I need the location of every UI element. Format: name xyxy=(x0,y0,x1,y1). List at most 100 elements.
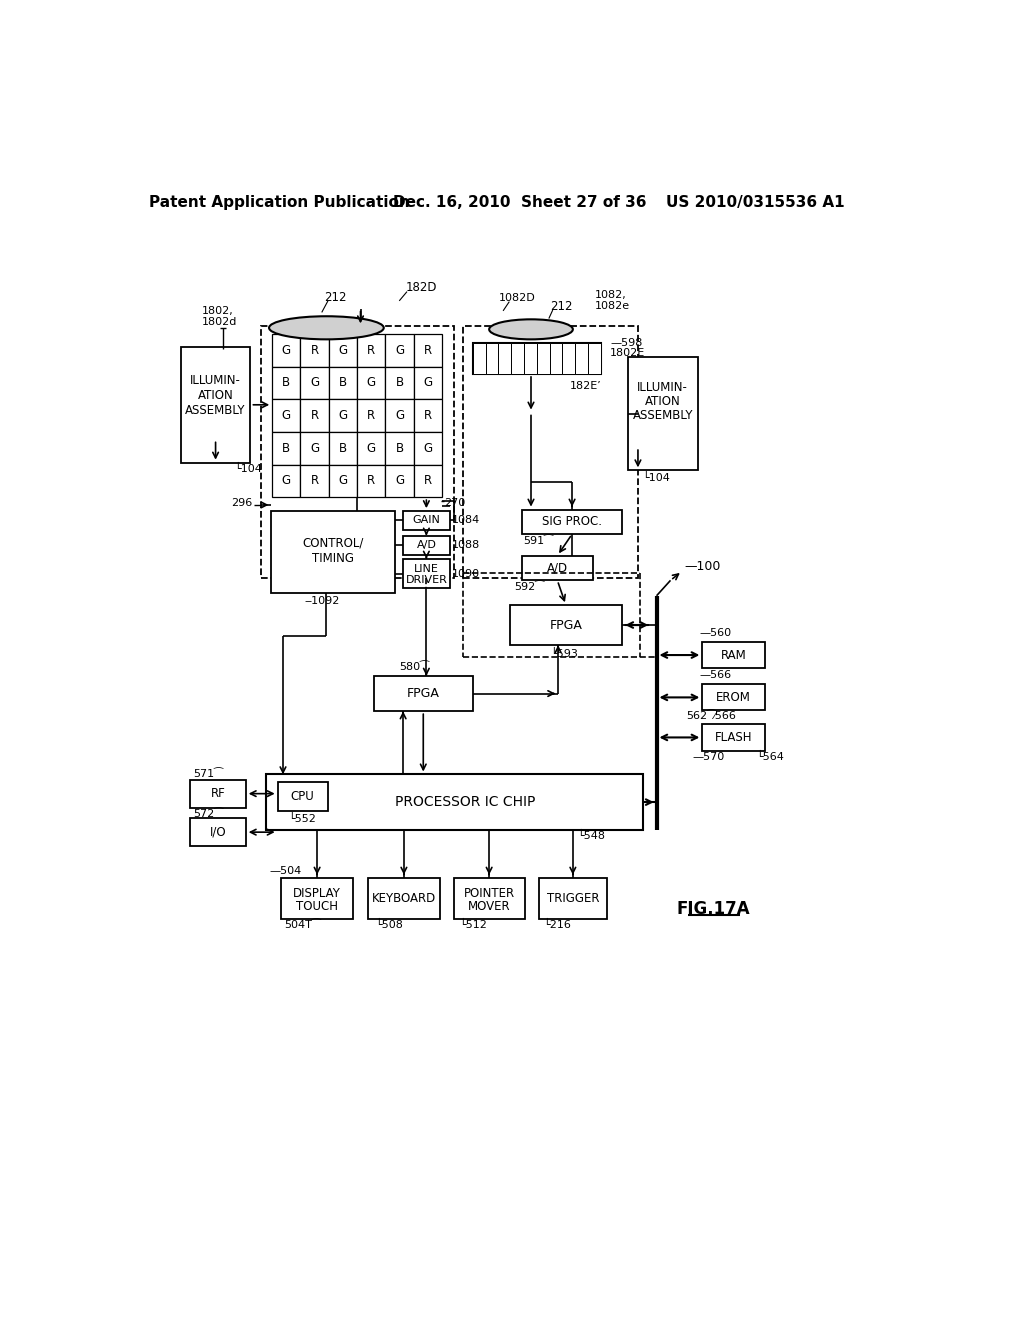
Bar xyxy=(510,605,623,645)
Text: 212: 212 xyxy=(324,292,346,305)
Bar xyxy=(473,343,485,374)
Text: 1802d: 1802d xyxy=(202,317,237,327)
Text: G: G xyxy=(310,442,319,454)
Bar xyxy=(385,367,414,399)
Bar xyxy=(385,334,414,367)
Bar xyxy=(357,399,385,432)
Bar xyxy=(369,878,439,919)
Bar xyxy=(562,343,575,374)
Text: G: G xyxy=(423,442,432,454)
Bar xyxy=(414,367,442,399)
Text: └512: └512 xyxy=(459,920,486,931)
Text: ILLUMIN-: ILLUMIN- xyxy=(637,381,688,395)
Text: └104: └104 xyxy=(234,463,262,474)
Bar xyxy=(539,878,607,919)
Text: FPGA: FPGA xyxy=(550,619,583,631)
Text: G: G xyxy=(395,343,404,356)
Text: FLASH: FLASH xyxy=(715,731,752,744)
Text: 1090: 1090 xyxy=(452,569,480,579)
Bar xyxy=(375,676,473,711)
Bar xyxy=(702,642,765,668)
Bar xyxy=(403,511,450,531)
Text: R: R xyxy=(424,409,432,422)
Bar xyxy=(588,343,601,374)
Bar xyxy=(521,556,593,581)
Text: R: R xyxy=(310,343,318,356)
Text: R: R xyxy=(367,409,375,422)
Text: R: R xyxy=(310,474,318,487)
Text: ⁄566: ⁄566 xyxy=(713,711,736,721)
Text: └593: └593 xyxy=(550,648,579,659)
Bar xyxy=(278,781,328,812)
Text: KEYBOARD: KEYBOARD xyxy=(372,892,436,906)
Text: I/O: I/O xyxy=(210,825,226,838)
Bar xyxy=(385,432,414,465)
Text: GAIN: GAIN xyxy=(413,515,440,525)
Bar xyxy=(272,432,300,465)
Bar xyxy=(300,334,329,367)
Bar xyxy=(524,343,537,374)
Text: PROCESSOR IC CHIP: PROCESSOR IC CHIP xyxy=(395,795,536,809)
Text: G: G xyxy=(282,409,291,422)
Bar xyxy=(702,725,765,751)
Text: B: B xyxy=(283,442,291,454)
Text: —100: —100 xyxy=(684,560,721,573)
Bar xyxy=(521,510,623,535)
Text: FIG.17A: FIG.17A xyxy=(676,900,750,919)
Ellipse shape xyxy=(269,317,384,339)
Text: ASSEMBLY: ASSEMBLY xyxy=(633,409,693,422)
Text: CONTROL/: CONTROL/ xyxy=(303,537,365,550)
Text: B: B xyxy=(395,442,403,454)
Text: 182D: 182D xyxy=(406,281,437,294)
Text: B: B xyxy=(283,376,291,389)
Text: LINE: LINE xyxy=(414,564,439,574)
Text: —598: —598 xyxy=(610,338,642,348)
Text: RF: RF xyxy=(211,787,225,800)
Text: 592⁀: 592⁀ xyxy=(514,582,544,591)
Bar xyxy=(485,343,499,374)
Bar xyxy=(180,347,251,462)
Bar xyxy=(329,465,357,498)
Bar xyxy=(329,399,357,432)
Text: A/D: A/D xyxy=(417,540,436,550)
Bar xyxy=(300,399,329,432)
Text: B: B xyxy=(339,442,347,454)
Text: —566: —566 xyxy=(700,671,732,680)
Text: ATION: ATION xyxy=(198,389,233,403)
Text: G: G xyxy=(395,474,404,487)
Text: TRIGGER: TRIGGER xyxy=(547,892,599,906)
Text: R: R xyxy=(367,474,375,487)
Text: 580⁀: 580⁀ xyxy=(399,661,429,672)
Text: ASSEMBLY: ASSEMBLY xyxy=(185,404,246,417)
Text: FPGA: FPGA xyxy=(407,686,439,700)
Text: R: R xyxy=(310,409,318,422)
Text: POINTER: POINTER xyxy=(464,887,515,900)
Bar xyxy=(329,367,357,399)
Text: G: G xyxy=(395,409,404,422)
Text: DRIVER: DRIVER xyxy=(406,574,447,585)
Bar xyxy=(282,878,352,919)
Text: CPU: CPU xyxy=(291,791,314,804)
Text: G: G xyxy=(282,343,291,356)
Text: └548: └548 xyxy=(577,832,605,841)
Bar xyxy=(463,326,638,578)
Bar xyxy=(357,432,385,465)
Bar xyxy=(628,358,698,470)
Bar xyxy=(357,334,385,367)
Bar xyxy=(499,343,511,374)
Bar xyxy=(272,465,300,498)
Bar xyxy=(537,343,550,374)
Bar xyxy=(414,465,442,498)
Text: ILLUMIN-: ILLUMIN- xyxy=(190,374,241,387)
Bar xyxy=(329,334,357,367)
Text: └216: └216 xyxy=(544,920,571,931)
Text: TIMING: TIMING xyxy=(312,552,354,565)
Text: —560: —560 xyxy=(700,628,732,638)
Bar xyxy=(271,511,395,594)
Text: 504T⁀: 504T⁀ xyxy=(285,920,322,931)
Text: G: G xyxy=(338,409,347,422)
Text: Patent Application Publication: Patent Application Publication xyxy=(148,195,410,210)
Text: 1082e: 1082e xyxy=(595,301,630,312)
Text: └508: └508 xyxy=(375,920,403,931)
Bar xyxy=(454,878,524,919)
